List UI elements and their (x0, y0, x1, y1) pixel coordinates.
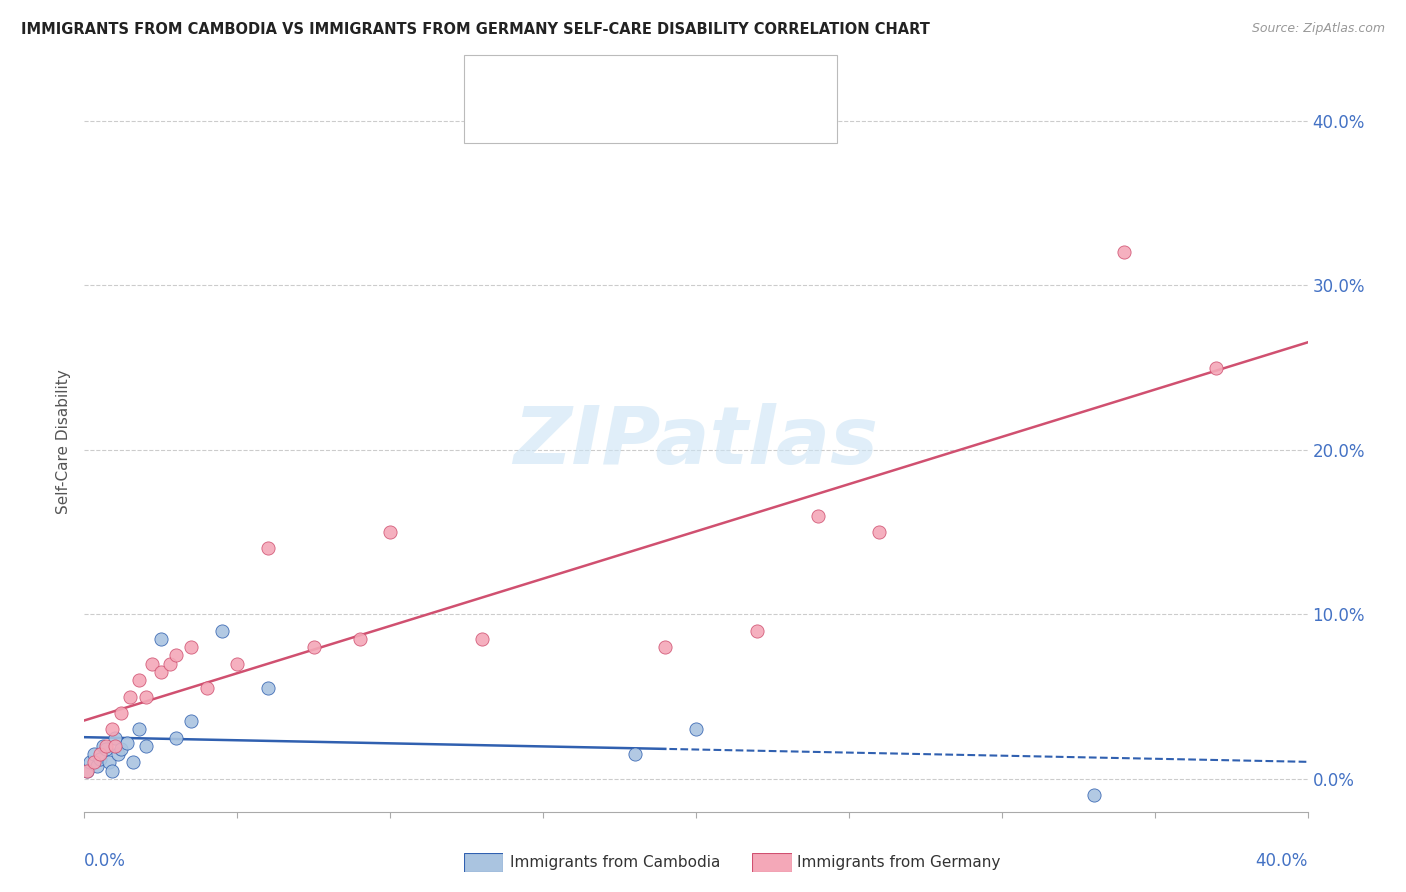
Text: 40.0%: 40.0% (1256, 853, 1308, 871)
Point (195, 681, 218, 696)
Point (747, 624, 769, 638)
Text: IMMIGRANTS FROM CAMBODIA VS IMMIGRANTS FROM GERMANY SELF-CARE DISABILITY CORRELA: IMMIGRANTS FROM CAMBODIA VS IMMIGRANTS F… (21, 22, 929, 37)
Point (807, 508, 830, 523)
Point (94, 742, 117, 756)
Point (89, 752, 111, 766)
Point (104, 739, 127, 753)
Text: N =: N = (668, 76, 711, 91)
Point (1083, 789, 1105, 803)
Point (211, 624, 233, 638)
Point (349, 632, 371, 646)
Point (83, 756, 105, 770)
Point (149, 632, 172, 646)
Point (107, 747, 129, 761)
Point (165, 648, 187, 663)
Point (149, 665, 172, 679)
Point (128, 673, 150, 687)
Text: Immigrants from Cambodia: Immigrants from Cambodia (510, 855, 721, 870)
Point (94, 739, 117, 753)
Point (380, 524, 402, 539)
Text: ZIPatlas: ZIPatlas (513, 402, 879, 481)
Point (110, 742, 132, 756)
Text: 0.0%: 0.0% (84, 853, 127, 871)
Point (91, 739, 114, 753)
Text: R =: R = (537, 76, 569, 91)
Point (76, 764, 98, 778)
Point (226, 657, 249, 671)
Point (76, 764, 98, 778)
Point (165, 731, 187, 745)
Point (141, 657, 163, 671)
Text: Source: ZipAtlas.com: Source: ZipAtlas.com (1251, 22, 1385, 36)
Point (869, 524, 891, 539)
Text: -0.010: -0.010 (582, 76, 636, 91)
Point (122, 756, 145, 770)
Bar (485, 71, 526, 95)
Bar (485, 103, 526, 128)
Point (685, 723, 707, 737)
Point (135, 739, 157, 753)
Point (180, 640, 202, 655)
Point (89, 747, 111, 761)
Point (257, 541, 280, 556)
Point (97, 756, 120, 770)
Point (159, 657, 181, 671)
Point (654, 640, 676, 655)
Y-axis label: Self-Care Disability: Self-Care Disability (56, 369, 72, 514)
Text: 28: 28 (725, 108, 748, 123)
Point (1114, 245, 1136, 260)
Point (120, 690, 142, 704)
Point (1205, 360, 1227, 375)
Text: Immigrants from Germany: Immigrants from Germany (797, 855, 1001, 870)
Point (624, 747, 647, 761)
Point (180, 714, 202, 729)
Text: R =: R = (537, 108, 569, 123)
Text: 0.750: 0.750 (582, 108, 634, 123)
Point (83, 747, 105, 761)
Text: N =: N = (668, 108, 711, 123)
Point (86, 758, 108, 772)
Point (128, 723, 150, 737)
Point (302, 640, 325, 655)
Point (101, 723, 124, 737)
Point (257, 681, 280, 696)
Text: 24: 24 (725, 76, 748, 91)
Point (110, 706, 132, 720)
Point (104, 731, 127, 745)
Point (79, 756, 101, 770)
Point (101, 764, 124, 778)
Point (115, 736, 138, 750)
Point (471, 632, 494, 646)
Point (135, 690, 157, 704)
